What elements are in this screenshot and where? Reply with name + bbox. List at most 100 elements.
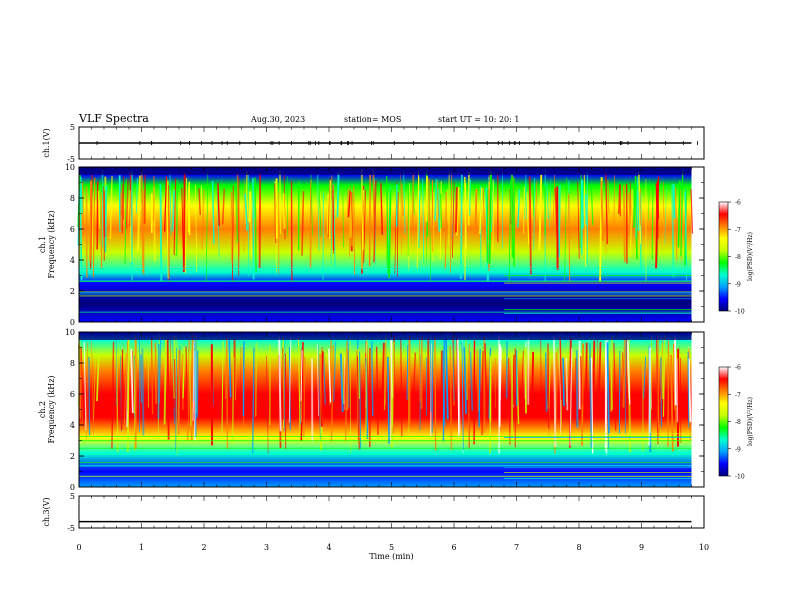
spectrogram-streak	[349, 335, 352, 454]
x-tick-label: 8	[576, 543, 581, 552]
spectrogram-streak	[182, 172, 186, 273]
spectrogram-streak	[151, 339, 154, 415]
spectrogram-streak	[201, 189, 205, 250]
spectrogram-streak	[651, 188, 654, 260]
y-tick-label: 0	[70, 483, 75, 492]
spectrogram-streak	[566, 340, 569, 402]
spectrogram-streak	[288, 337, 292, 423]
spectrogram-streak	[688, 358, 692, 423]
spectrogram-streak	[610, 355, 614, 410]
spectrogram-streak	[400, 183, 405, 217]
spectrogram-streak	[585, 342, 588, 406]
y-axis-label: Frequency (kHz)	[47, 375, 56, 443]
spectrogram-streak	[432, 192, 435, 262]
spectrogram-streak	[639, 191, 642, 226]
spectrogram-streak	[656, 353, 660, 438]
spectrogram-streak	[347, 190, 351, 218]
spectrogram-streak	[341, 349, 345, 404]
spectrogram-streak	[163, 339, 167, 425]
spectrogram-streak	[629, 189, 633, 258]
spectrogram-streak	[198, 188, 202, 216]
spectrogram-streak	[403, 170, 406, 234]
spectrogram-streak	[569, 348, 573, 446]
spectrogram-streak	[184, 177, 188, 274]
spectrogram-streak	[318, 189, 322, 237]
spectrogram-streak	[363, 190, 366, 263]
spectrogram-streak	[175, 347, 178, 451]
spectrogram-top-band	[79, 167, 692, 175]
spectrogram-streak	[457, 338, 460, 438]
spectrogram-streak	[242, 341, 245, 416]
spectrogram-streak	[317, 174, 320, 251]
spectrogram-streak	[588, 342, 593, 449]
spectrogram-streak	[521, 350, 524, 398]
spectrogram-streak	[211, 180, 215, 245]
x-tick-label: 3	[264, 543, 269, 552]
spectrogram-streak	[168, 184, 170, 281]
spectrogram-streak	[195, 184, 198, 273]
spectrogram-streak	[119, 192, 123, 231]
spectrogram-streak	[605, 171, 608, 245]
spectrogram-streak	[373, 180, 377, 263]
x-tick-label: 7	[514, 543, 519, 552]
spectrogram-streak	[273, 183, 277, 244]
spectrogram-streak	[173, 178, 177, 256]
spectrogram-streak	[525, 174, 528, 220]
spectrogram-streak	[523, 186, 525, 235]
y-tick-label: 4	[70, 421, 75, 430]
spectrogram-streak	[670, 354, 674, 452]
spectrogram-streak	[533, 177, 535, 251]
y-tick-label: 5	[70, 123, 75, 132]
y-tick-label: 4	[70, 256, 75, 265]
spectrogram-streak	[482, 187, 486, 241]
spectrogram-streak	[323, 352, 326, 405]
spectrogram-streak	[303, 356, 306, 438]
spectrogram-streak	[648, 347, 651, 446]
spectrogram-streak	[166, 339, 170, 440]
spectrogram-streak	[460, 173, 463, 280]
spectrogram-streak	[568, 193, 571, 282]
spectrogram-streak	[231, 185, 234, 282]
spectrogram-streak	[581, 179, 584, 229]
spectrogram-streak	[328, 180, 332, 239]
spectrogram-streak	[623, 185, 626, 263]
spectrogram-streak	[607, 180, 610, 215]
spectrogram-streak	[217, 183, 220, 226]
spectrogram-streak	[411, 171, 415, 227]
spectrogram-streak	[282, 193, 286, 230]
spectrogram-streak	[400, 338, 403, 437]
spectrogram-streak	[251, 347, 255, 455]
spectrogram-streak	[449, 345, 453, 451]
spectrogram-streak	[297, 338, 301, 442]
y-tick-label: 6	[70, 390, 75, 399]
spectrogram-streak	[579, 356, 583, 406]
spectrogram-streak	[342, 190, 345, 248]
spectrogram-streak	[429, 339, 432, 412]
spectrogram-streak	[478, 349, 481, 428]
spectrogram-streak	[508, 358, 511, 446]
spectrogram-streak	[228, 339, 232, 398]
spectrogram-streak	[540, 338, 542, 414]
spectrogram-streak	[544, 352, 548, 412]
spectrogram-streak	[254, 342, 258, 417]
spectrogram-streak	[597, 341, 602, 400]
spectrogram-streak	[88, 356, 91, 436]
spectrogram-streak	[650, 338, 652, 433]
spectrogram-streak	[456, 187, 460, 236]
spectrogram-streak	[279, 170, 282, 235]
spectrogram-streak	[479, 187, 483, 234]
colorbar	[718, 201, 729, 312]
colorbar-tick-label: -6	[735, 365, 741, 372]
spectrogram-streak	[336, 171, 340, 218]
x-axis-label: Time (min)	[369, 552, 413, 561]
spectrogram-streak	[99, 172, 102, 244]
spectrogram-streak	[577, 181, 580, 259]
spectrogram-streak	[300, 350, 303, 402]
spectrogram-streak	[687, 351, 690, 428]
y-tick-label: 5	[70, 492, 75, 501]
spectrogram-streak	[449, 171, 453, 273]
spectrogram-streak	[81, 182, 85, 237]
spectrogram-streak	[300, 341, 304, 442]
spectrogram-streak	[188, 350, 192, 427]
spectrogram-streak	[664, 187, 667, 245]
